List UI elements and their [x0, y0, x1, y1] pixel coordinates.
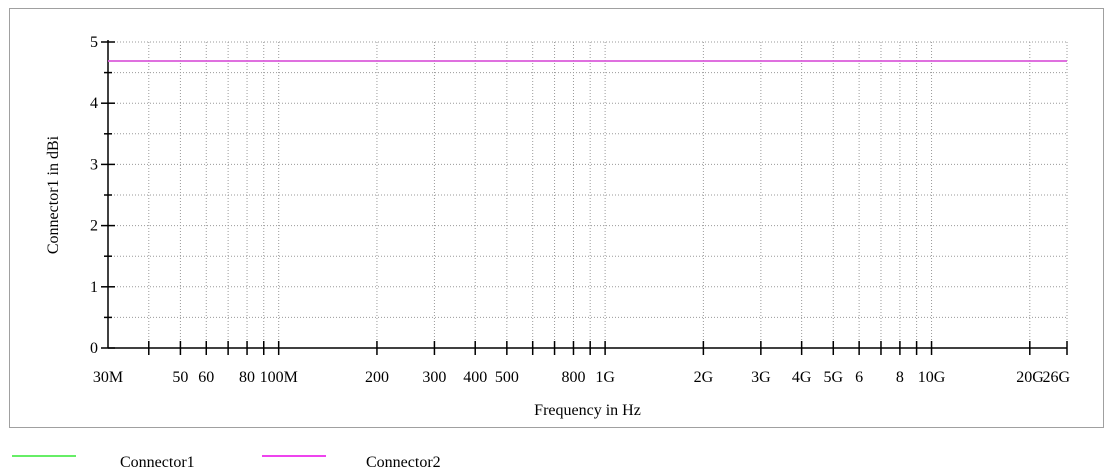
x-tick-label: 300 — [422, 369, 446, 386]
x-tick-label: 100M — [260, 369, 298, 386]
x-tick-label: 2G — [694, 369, 714, 386]
x-tick-label: 50 — [172, 369, 188, 386]
legend-label-connector1: Connector1 — [120, 454, 195, 471]
y-tick-label: 4 — [90, 95, 98, 112]
x-tick-label: 60 — [198, 369, 214, 386]
x-tick-label: 8 — [896, 369, 904, 386]
x-tick-label: 4G — [792, 369, 812, 386]
legend-label-connector2: Connector2 — [366, 454, 441, 471]
y-tick-label: 1 — [90, 279, 98, 296]
axes — [101, 40, 1068, 355]
x-tick-label: 6 — [855, 369, 863, 386]
legend-swatch-connector2 — [262, 455, 326, 457]
y-tick-label: 5 — [90, 34, 98, 51]
legend-swatch-connector1 — [12, 455, 76, 457]
chart-frame: 0 1 2 3 4 5 30M 50 60 80 100M 200 300 400 500 800 1G 2G 3G… — [9, 8, 1104, 428]
x-tick-label: 800 — [561, 369, 585, 386]
x-axis-title: Frequency in Hz — [534, 402, 641, 419]
x-tick-label: 80 — [239, 369, 255, 386]
tick-labels: 0 1 2 3 4 5 30M 50 60 80 100M 200 300 400 500 800 1G 2G 3G… — [90, 34, 1070, 386]
x-tick-label: 20G — [1016, 369, 1044, 386]
x-tick-label: 400 — [463, 369, 487, 386]
y-axis-title: Connector1 in dBi — [45, 135, 62, 254]
x-tick-label: 200 — [365, 369, 389, 386]
x-tick-label: 5G — [823, 369, 843, 386]
x-tick-label: 500 — [495, 369, 519, 386]
x-tick-label: 30M — [93, 369, 123, 386]
y-tick-label: 2 — [90, 218, 98, 235]
legend: Connector1 Connector2 — [0, 448, 1115, 474]
chart-plot: 0 1 2 3 4 5 30M 50 60 80 100M 200 300 400 500 800 1G 2G 3G… — [45, 34, 1070, 419]
y-tick-label: 3 — [90, 156, 98, 173]
x-tick-label: 26G — [1042, 369, 1070, 386]
x-tick-label: 10G — [918, 369, 946, 386]
x-tick-label: 1G — [595, 369, 615, 386]
x-tick-label: 3G — [751, 369, 771, 386]
y-tick-label: 0 — [90, 340, 98, 357]
grid — [108, 41, 1068, 348]
